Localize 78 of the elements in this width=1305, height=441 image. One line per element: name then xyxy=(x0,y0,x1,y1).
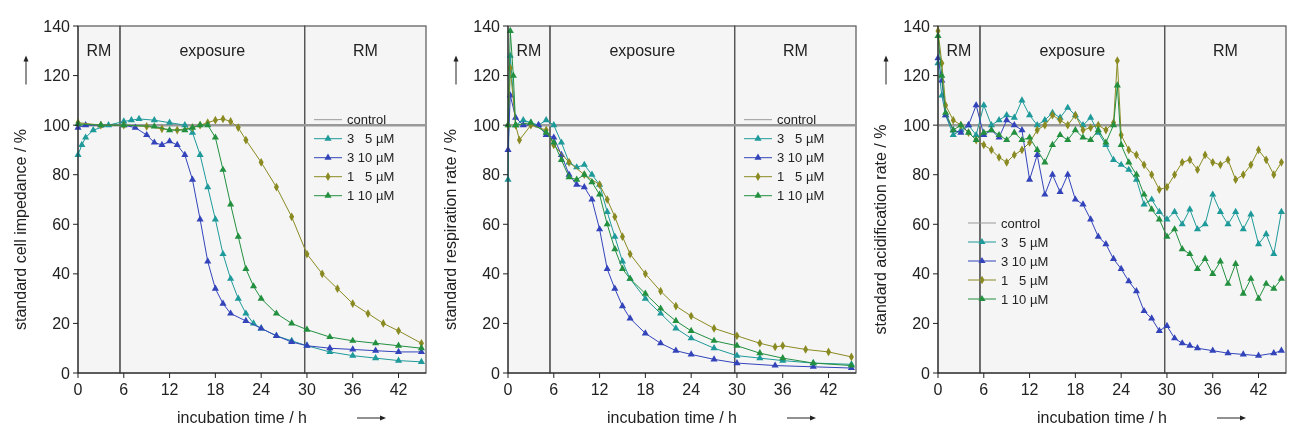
band-label: RM xyxy=(86,41,112,59)
x-tick-label: 0 xyxy=(73,381,83,398)
x-axis-title: incubation time / h xyxy=(1037,409,1167,426)
band-label: RM xyxy=(516,41,542,59)
y-tick-label: 0 xyxy=(61,364,71,382)
x-tick-label: 18 xyxy=(636,381,655,398)
y-tick-label: 120 xyxy=(903,67,931,85)
band-label: RM xyxy=(352,41,378,59)
x-tick-label: 36 xyxy=(773,381,792,398)
y-tick-label: 80 xyxy=(482,166,501,184)
x-tick-label: 0 xyxy=(503,381,513,398)
legend-label: 3 10 µM xyxy=(1001,253,1049,269)
y-tick-label: 0 xyxy=(921,364,931,382)
y-tick-label: 20 xyxy=(912,315,931,333)
x-tick-label: 12 xyxy=(160,381,179,398)
legend-label: 3 10 µM xyxy=(777,150,825,166)
legend-label: 1 5 µM xyxy=(777,169,825,185)
x-axis-title: incubation time / h xyxy=(607,409,737,426)
y-tick-label: 100 xyxy=(903,116,931,134)
y-tick-label: 40 xyxy=(912,265,931,283)
x-tick-label: 6 xyxy=(549,381,559,398)
legend-label: 1 10 µM xyxy=(1001,291,1049,307)
band-label: RM xyxy=(782,41,808,59)
band-label: RM xyxy=(1212,41,1238,59)
legend-label: control xyxy=(777,112,817,128)
y-tick-label: 20 xyxy=(52,315,71,333)
y-tick-label: 60 xyxy=(912,215,931,233)
y-tick-label: 60 xyxy=(52,215,71,233)
x-tick-label: 6 xyxy=(119,381,129,398)
y-tick-label: 140 xyxy=(903,17,931,35)
y-tick-label: 0 xyxy=(491,364,501,382)
x-tick-label: 30 xyxy=(728,381,746,398)
x-tick-label: 18 xyxy=(206,381,225,398)
x-tick-label: 24 xyxy=(252,381,271,398)
y-tick-label: 40 xyxy=(52,265,71,283)
x-tick-label: 36 xyxy=(343,381,362,398)
x-axis-title: incubation time / h xyxy=(177,409,307,426)
band-label: RM xyxy=(946,41,972,59)
y-tick-label: 100 xyxy=(43,116,71,134)
x-tick-label: 42 xyxy=(389,381,408,398)
x-tick-label: 18 xyxy=(1066,381,1085,398)
y-tick-label: 140 xyxy=(473,17,501,35)
y-tick-label: 120 xyxy=(43,67,71,85)
y-axis-title: standard acidification rate / % xyxy=(872,124,889,335)
y-tick-label: 100 xyxy=(473,116,501,134)
legend-label: 1 10 µM xyxy=(777,188,825,204)
y-tick-label: 20 xyxy=(482,315,501,333)
y-tick-label: 80 xyxy=(52,166,71,184)
legend-label: 3 10 µM xyxy=(347,150,395,166)
legend-label: 3 5 µM xyxy=(347,131,395,147)
x-tick-label: 0 xyxy=(933,381,943,398)
band-label: exposure xyxy=(179,41,246,59)
x-tick-label: 24 xyxy=(1112,381,1131,398)
x-tick-label: 42 xyxy=(819,381,838,398)
legend-label: 1 5 µM xyxy=(1001,272,1049,288)
legend-label: 3 5 µM xyxy=(777,131,825,147)
band-label: exposure xyxy=(609,41,676,59)
x-tick-label: 42 xyxy=(1249,381,1268,398)
legend-label: 1 10 µM xyxy=(347,188,395,204)
y-tick-label: 120 xyxy=(473,67,501,85)
y-tick-label: 40 xyxy=(482,265,501,283)
x-tick-label: 30 xyxy=(298,381,316,398)
y-tick-label: 140 xyxy=(43,17,71,35)
legend-label: control xyxy=(1001,215,1041,231)
y-tick-label: 60 xyxy=(482,215,501,233)
legend-label: 3 5 µM xyxy=(1001,234,1049,250)
x-tick-label: 6 xyxy=(979,381,989,398)
band-label: exposure xyxy=(1039,41,1106,59)
x-tick-label: 12 xyxy=(590,381,609,398)
y-axis-title: standard cell impedance / % xyxy=(12,129,29,330)
x-tick-label: 12 xyxy=(1020,381,1039,398)
y-axis-title: standard respiration rate / % xyxy=(442,129,459,330)
legend-label: control xyxy=(347,112,387,128)
y-tick-label: 80 xyxy=(912,166,931,184)
x-tick-label: 36 xyxy=(1203,381,1222,398)
legend-label: 1 5 µM xyxy=(347,169,395,185)
x-tick-label: 24 xyxy=(682,381,701,398)
x-tick-label: 30 xyxy=(1158,381,1176,398)
